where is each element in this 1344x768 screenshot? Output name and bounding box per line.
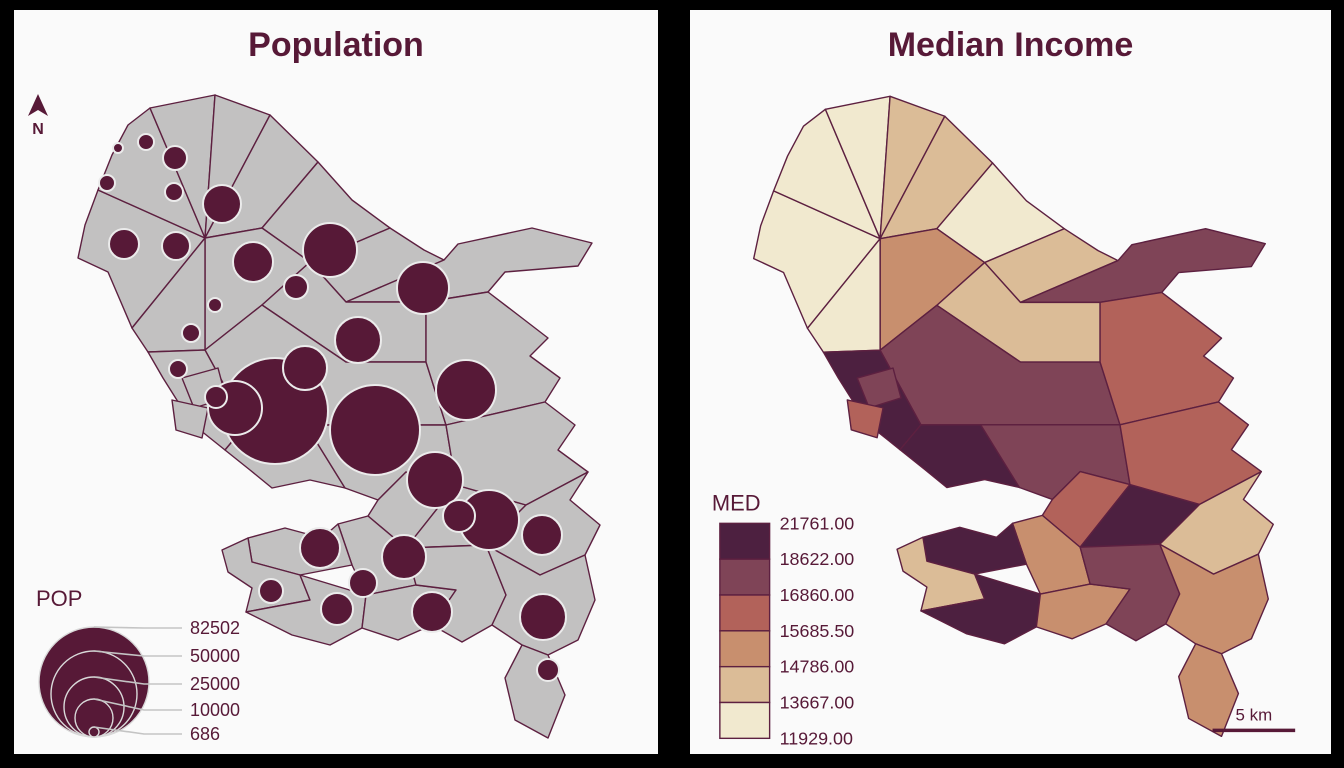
population-bubble — [161, 231, 191, 261]
med-legend-break-value: 15685.50 — [780, 621, 855, 641]
population-bubble — [406, 451, 464, 509]
med-legend-break-value: 14786.00 — [780, 657, 855, 677]
population-bubble — [137, 133, 155, 151]
population-bubble — [258, 578, 284, 604]
med-legend-swatch — [719, 594, 771, 632]
med-legend-break-value: 21761.00 — [780, 513, 855, 533]
population-bubble — [348, 568, 378, 598]
population-bubble — [204, 385, 228, 409]
north-arrow: N — [28, 94, 48, 138]
pop-legend-leader-line — [93, 676, 182, 685]
population-bubble — [162, 145, 188, 171]
population-bubble — [232, 241, 274, 283]
pop-legend-leader-line — [93, 626, 182, 629]
scale-bar-label: 5 km — [1236, 705, 1273, 724]
commune-marin — [1159, 543, 1269, 655]
population-bubbles — [98, 133, 567, 682]
commune-grand-riviere — [772, 108, 881, 240]
population-bubble — [164, 182, 184, 202]
med-legend-break-value: 18622.00 — [780, 549, 855, 569]
population-title: Population — [248, 26, 424, 64]
pop-legend-value: 82502 — [190, 618, 240, 638]
commune-ste-anne — [1178, 643, 1240, 738]
pop-legend-leader-line — [93, 698, 182, 711]
population-bubble — [521, 514, 563, 556]
pop-legend-value: 10000 — [190, 700, 240, 720]
pop-legend-value: 686 — [190, 724, 220, 744]
population-bubble — [442, 499, 476, 533]
pop-legend-value: 50000 — [190, 646, 240, 666]
population-map: N POP 82502 50000 25000 10000 686 — [28, 94, 601, 744]
population-bubble — [207, 297, 223, 313]
med-legend-swatches: 21761.00 18622.00 16860.00 15685.50 14786.00… — [719, 513, 855, 748]
population-bubble — [320, 592, 354, 626]
population-bubble — [329, 384, 421, 476]
population-bubble — [202, 184, 242, 224]
population-bubble — [283, 274, 309, 300]
med-legend: MED 21761.00 18622.00 16860.00 15685.50 1478… — [712, 490, 854, 748]
med-legend-break-value: 16860.00 — [780, 585, 855, 605]
med-legend-swatch — [719, 701, 771, 740]
pop-legend-leader-line — [93, 726, 182, 735]
population-bubble — [334, 316, 382, 364]
north-arrow-icon — [28, 94, 48, 116]
north-label: N — [32, 121, 44, 138]
population-bubble — [299, 527, 341, 569]
population-bubble — [519, 593, 567, 641]
pop-legend: POP 82502 50000 25000 10000 686 — [36, 586, 240, 744]
pop-legend-leader-line — [93, 650, 182, 657]
population-bubble — [98, 174, 116, 192]
med-legend-break-value: 11929.00 — [780, 728, 853, 748]
population-map-panel: Population N POP 82502 50000 25000 10000 686 — [14, 10, 658, 754]
median-income-map: MED 21761.00 18622.00 16860.00 15685.50 1478… — [712, 95, 1296, 748]
population-bubble — [411, 591, 453, 633]
population-bubble — [181, 323, 201, 343]
population-bubble — [112, 142, 124, 154]
population-bubble — [282, 345, 328, 391]
population-bubble — [302, 222, 358, 278]
med-legend-swatch — [719, 558, 771, 596]
population-bubble — [536, 658, 560, 682]
population-bubble — [396, 261, 450, 315]
pop-legend-circles: 82502 50000 25000 10000 686 — [38, 618, 240, 744]
med-legend-swatch — [719, 522, 771, 560]
population-bubble — [108, 228, 140, 260]
pop-legend-value: 25000 — [190, 674, 240, 694]
commune-polygons-choropleth — [753, 95, 1274, 738]
pop-legend-circle — [88, 726, 100, 738]
population-bubble — [168, 359, 188, 379]
med-legend-swatch — [719, 630, 771, 668]
population-bubble — [435, 359, 497, 421]
population-bubble — [381, 534, 427, 580]
med-legend-swatch — [719, 665, 771, 704]
med-legend-title: MED — [712, 490, 761, 515]
scale-bar: 5 km — [1212, 705, 1296, 733]
commune-morne-vert — [856, 367, 902, 409]
commune-grand-riviere — [97, 107, 206, 239]
median-income-title: Median Income — [887, 26, 1134, 64]
median-income-map-panel: Median Income MED 21761.00 18622.00 16860.… — [690, 10, 1331, 754]
commune-ste-anne — [504, 644, 566, 739]
commune-robert — [1099, 291, 1235, 426]
pop-legend-title: POP — [36, 586, 82, 611]
commune-bellefontaine — [846, 399, 884, 439]
med-legend-break-value: 13667.00 — [780, 692, 855, 712]
commune-bellefontaine — [171, 399, 209, 439]
